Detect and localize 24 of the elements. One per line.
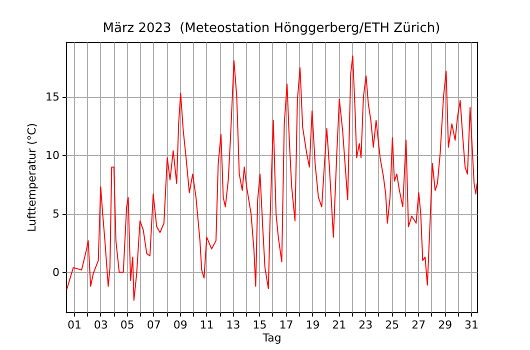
x-tick-label: 11 (200, 318, 214, 332)
x-tick-label: 15 (252, 318, 267, 332)
x-tick-label: 09 (173, 318, 188, 332)
x-tick-label: 25 (385, 318, 400, 332)
x-tick-label: 17 (279, 318, 294, 332)
x-tick-label: 23 (358, 318, 373, 332)
x-tick-label: 29 (438, 318, 452, 332)
y-tick-label: 10 (46, 148, 60, 162)
y-tick-label: 5 (52, 207, 60, 220)
x-axis-title: Tag (262, 332, 282, 344)
x-tick-label: 21 (332, 318, 346, 332)
y-axis-title: Lufttemperatur (°C) (26, 123, 39, 232)
x-tick-label: 27 (412, 318, 426, 332)
x-tick-label: 07 (146, 318, 161, 332)
x-tick-label: 19 (306, 318, 320, 332)
line-series (66, 56, 477, 301)
x-tick-label: 13 (226, 318, 240, 332)
x-tick-label: 31 (464, 318, 479, 332)
chart-title: März 2023 (Meteostation Hönggerberg/ETH Zürich) (102, 21, 440, 36)
y-tick-label: 0 (52, 266, 60, 279)
x-tick-label: 05 (120, 318, 134, 332)
y-tick-label: 15 (46, 90, 60, 104)
x-tick-label: 03 (94, 318, 108, 332)
x-tick-label: 01 (67, 318, 82, 332)
